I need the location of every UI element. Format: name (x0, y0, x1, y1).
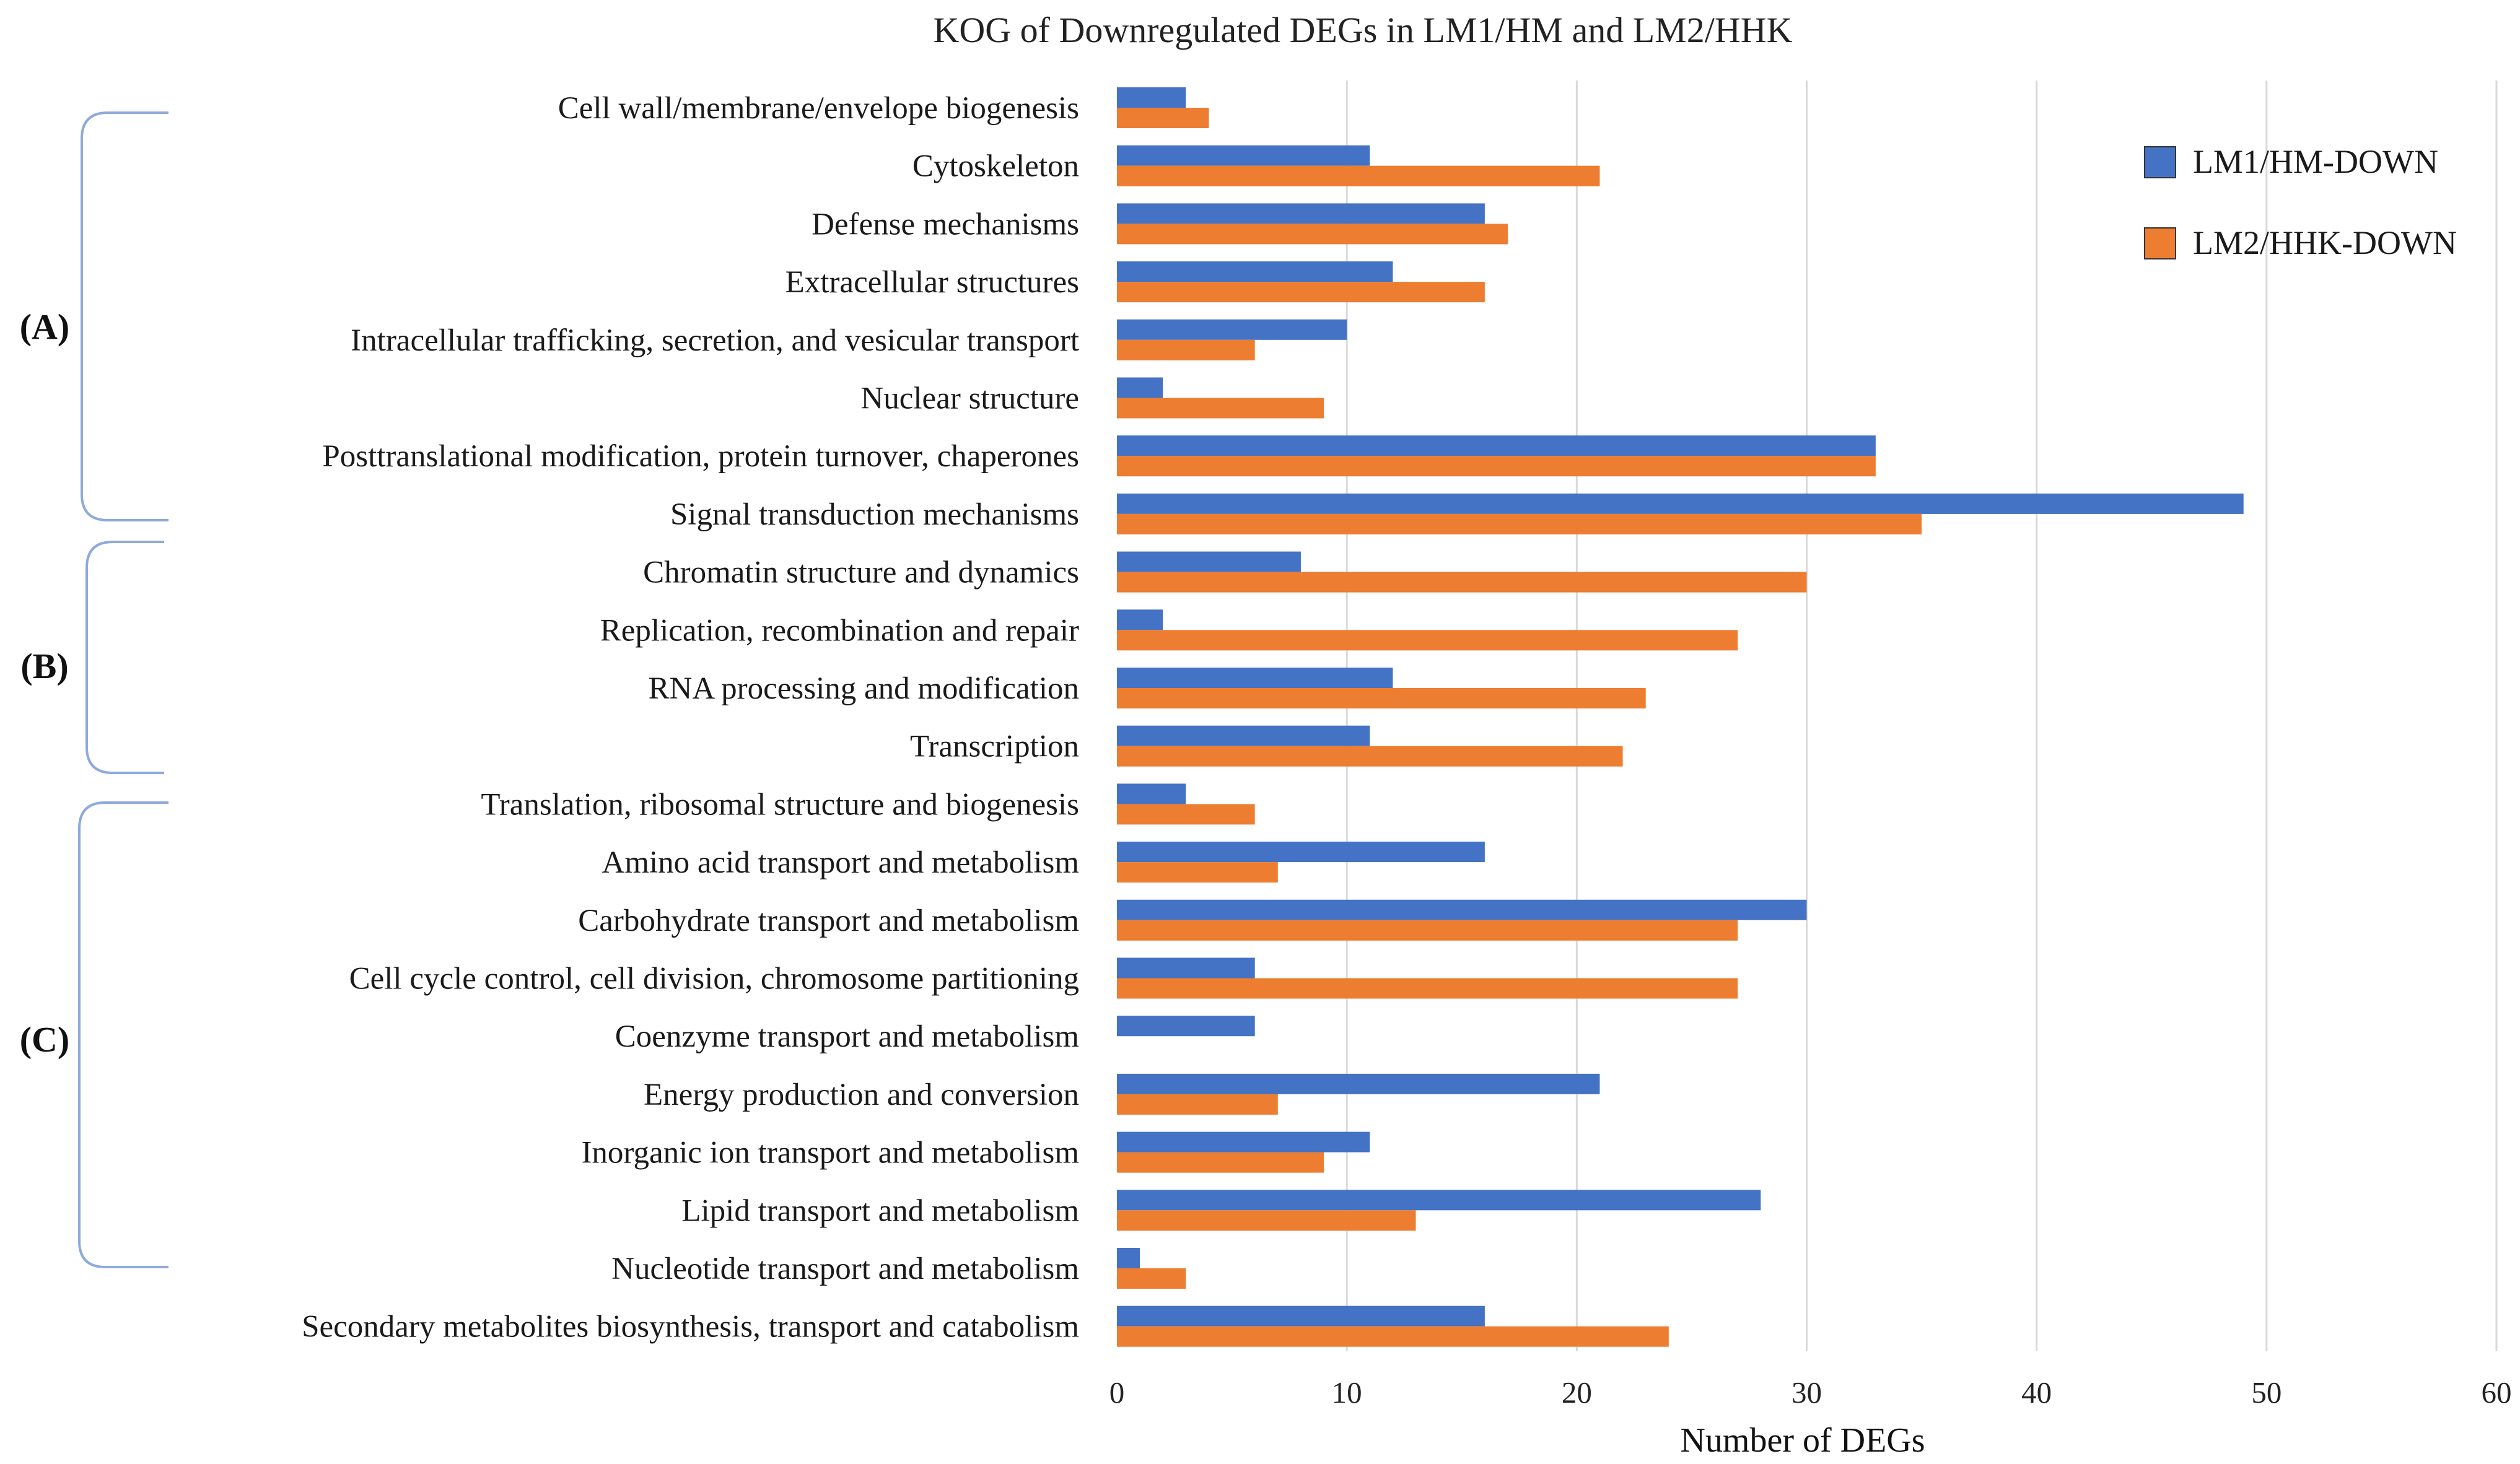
category-label: Cell cycle control, cell division, chrom… (349, 962, 1079, 996)
chart-title: KOG of Downregulated DEGs in LM1/HM and … (934, 10, 1793, 50)
bar-lm1-hm-down (1117, 1248, 1140, 1268)
group-bracket (78, 801, 168, 1268)
bar-lm1-hm-down (1117, 551, 1301, 572)
group-label: (B) (20, 646, 68, 686)
group-label: (C) (20, 1019, 70, 1060)
category-label: Defense mechanisms (812, 207, 1079, 242)
bar-lm1-hm-down (1117, 493, 2244, 514)
legend-label: LM2/HHK-DOWN (2193, 224, 2457, 261)
bar-lm2-hhk-down (1117, 1094, 1278, 1115)
bar-lm2-hhk-down (1117, 630, 1738, 651)
bar-lm1-hm-down (1117, 783, 1186, 804)
category-label: Cell wall/membrane/envelope biogenesis (558, 91, 1079, 126)
x-tick-label: 10 (1332, 1375, 1362, 1410)
bar-lm1-hm-down (1117, 725, 1370, 746)
category-label: Transcription (910, 730, 1079, 764)
category-label: Extracellular structures (785, 265, 1079, 300)
legend: LM1/HM-DOWN LM2/HHK-DOWN (2144, 143, 2457, 261)
x-tick-label: 40 (2021, 1375, 2052, 1410)
bar-lm2-hhk-down (1117, 572, 1807, 593)
bar-lm2-hhk-down (1117, 688, 1646, 708)
x-tick-labels: 0 10 20 30 40 50 60 (1109, 1375, 2512, 1410)
bar-lm2-hhk-down (1117, 1268, 1186, 1289)
legend-swatch (2144, 227, 2176, 259)
category-label: Nucleotide transport and metabolism (611, 1252, 1079, 1286)
bar-lm1-hm-down (1117, 377, 1163, 398)
bar-lm2-hhk-down (1117, 746, 1623, 767)
bar-lm1-hm-down (1117, 87, 1186, 108)
category-label: Amino acid transport and metabolism (602, 845, 1079, 880)
x-tick-label: 30 (1792, 1375, 1822, 1410)
x-axis-title: Number of DEGs (1680, 1421, 1925, 1460)
category-label: Energy production and conversion (644, 1078, 1079, 1112)
group-brackets: (A) (B) (C) (20, 111, 168, 1268)
category-label: Nuclear structure (860, 381, 1079, 416)
category-label: Cytoskeleton (912, 149, 1079, 184)
bar-lm2-hhk-down (1117, 978, 1738, 999)
bar-lm1-hm-down (1117, 899, 1807, 920)
bar-lm2-hhk-down (1117, 282, 1485, 303)
category-label: Signal transduction mechanisms (670, 497, 1079, 532)
bar-lm1-hm-down (1117, 842, 1485, 863)
group-bracket (85, 541, 164, 774)
bar-lm1-hm-down (1117, 435, 1876, 456)
bar-lm2-hhk-down (1117, 513, 1922, 534)
bar-lm2-hhk-down (1117, 165, 1600, 186)
bar-lm1-hm-down (1117, 1190, 1761, 1211)
bar-lm1-hm-down (1117, 1016, 1255, 1037)
bar-lm2-hhk-down (1117, 862, 1278, 883)
category-label: Coenzyme transport and metabolism (615, 1019, 1079, 1054)
bar-lm1-hm-down (1117, 957, 1255, 978)
bar-lm2-hhk-down (1117, 920, 1738, 941)
category-label: Carbohydrate transport and metabolism (578, 904, 1079, 938)
category-label: Chromatin structure and dynamics (643, 556, 1079, 590)
category-labels: Cell wall/membrane/envelope biogenesis Cy… (302, 91, 1079, 1344)
x-tick-label: 50 (2251, 1375, 2282, 1410)
bars (1117, 87, 2244, 1347)
x-tick-label: 0 (1109, 1375, 1125, 1410)
category-label: Replication, recombination and repair (600, 613, 1079, 648)
category-label: Posttranslational modification, protein … (322, 439, 1079, 474)
bar-lm1-hm-down (1117, 261, 1393, 282)
category-label: Intracellular trafficking, secretion, an… (351, 323, 1079, 358)
bar-lm2-hhk-down (1117, 1152, 1324, 1173)
bar-lm1-hm-down (1117, 203, 1485, 224)
bar-lm1-hm-down (1117, 1131, 1370, 1152)
category-label: Lipid transport and metabolism (681, 1193, 1079, 1228)
group-label: (A) (20, 307, 70, 347)
bar-lm2-hhk-down (1117, 804, 1255, 825)
bar-lm2-hhk-down (1117, 1210, 1416, 1231)
bar-lm2-hhk-down (1117, 108, 1209, 128)
category-label: RNA processing and modification (649, 671, 1079, 706)
bar-lm2-hhk-down (1117, 339, 1255, 360)
bar-lm1-hm-down (1117, 145, 1370, 166)
bar-lm2-hhk-down (1117, 1326, 1669, 1347)
bar-lm1-hm-down (1117, 319, 1347, 340)
bar-lm1-hm-down (1117, 609, 1163, 630)
category-label: Translation, ribosomal structure and bio… (481, 787, 1079, 822)
bar-lm2-hhk-down (1117, 456, 1876, 477)
bar-lm2-hhk-down (1117, 398, 1324, 419)
x-tick-label: 20 (1562, 1375, 1592, 1410)
x-tick-label: 60 (2482, 1375, 2512, 1410)
bar-lm1-hm-down (1117, 1305, 1485, 1327)
bar-lm1-hm-down (1117, 1073, 1600, 1094)
group-bracket (81, 111, 168, 521)
bar-lm1-hm-down (1117, 668, 1393, 688)
bar-lm2-hhk-down (1117, 224, 1508, 245)
category-label: Inorganic ion transport and metabolism (581, 1136, 1079, 1170)
legend-label: LM1/HM-DOWN (2193, 143, 2438, 180)
legend-swatch (2144, 146, 2176, 178)
category-label: Secondary metabolites biosynthesis, tran… (302, 1310, 1079, 1344)
